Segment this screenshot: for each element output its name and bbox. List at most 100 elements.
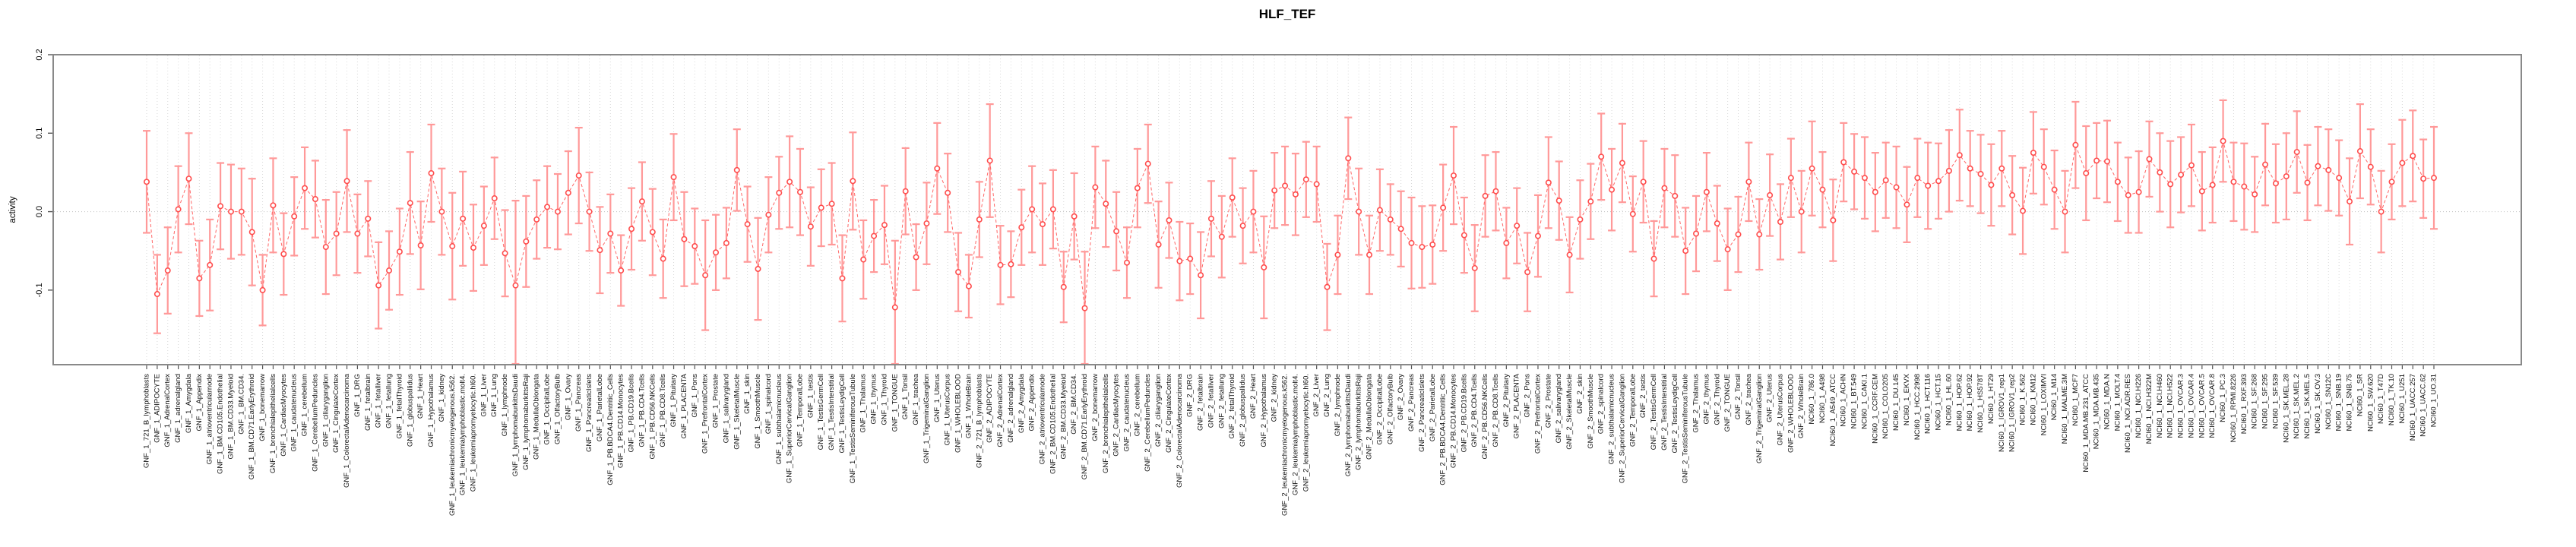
data-point bbox=[1124, 259, 1131, 266]
data-point bbox=[1239, 223, 1246, 229]
x-axis-label: GNF_1_fetalThyroid bbox=[395, 374, 403, 439]
data-point bbox=[1092, 184, 1099, 191]
data-point bbox=[2378, 208, 2385, 215]
x-axis-label: GNF_2_thymus bbox=[1702, 374, 1710, 425]
data-point bbox=[2146, 156, 2153, 163]
x-axis-label: GNF_1_Prostate bbox=[712, 374, 720, 428]
data-point bbox=[1103, 201, 1109, 207]
x-axis-label: GNF_2_CingulateCortex bbox=[1165, 374, 1173, 453]
data-point bbox=[544, 204, 551, 210]
data-point bbox=[1756, 231, 1763, 238]
x-axis-label: GNF_2_ciliaryganglion bbox=[1154, 374, 1163, 447]
data-point bbox=[175, 206, 182, 213]
x-axis-label: GNF_1_caudatenucleus bbox=[290, 374, 299, 452]
x-axis-label: GNF_2_TestisInterstitial bbox=[1660, 374, 1669, 451]
data-point bbox=[586, 208, 593, 215]
data-point bbox=[1460, 232, 1467, 239]
x-axis-label: NCI60_1_786.0 bbox=[1808, 374, 1816, 425]
x-axis-label: GNF_1_leukemialymphoblastic.molt4. bbox=[459, 374, 467, 495]
x-axis-label: GNF_2_Prostate bbox=[1544, 374, 1552, 428]
x-axis-label: NCI60_1_HCC.2998 bbox=[1913, 374, 1922, 440]
x-axis-label: GNF_2_subthalamicnucleus bbox=[1608, 374, 1616, 465]
data-point bbox=[1545, 179, 1552, 186]
x-axis-label: GNF_2_PB.CD8.Tcells bbox=[1492, 374, 1500, 447]
x-axis-label: GNF_1_ciliaryganglion bbox=[321, 374, 330, 447]
x-axis-label: NCI60_1_NCI.H226 bbox=[2135, 374, 2143, 438]
x-axis-label: GNF_1_Pancreas bbox=[574, 374, 583, 432]
data-point bbox=[1830, 217, 1837, 223]
data-point bbox=[2093, 157, 2100, 164]
x-axis-label: GNF_2_PLACENTA bbox=[1513, 373, 1521, 438]
x-axis-label: NCI60_1_HOP.92 bbox=[1966, 374, 1974, 431]
data-point bbox=[428, 169, 435, 176]
x-axis-label: NCI60_1_NCI.ADR.RES bbox=[2124, 374, 2132, 453]
data-point bbox=[1566, 251, 1573, 258]
data-point bbox=[1967, 165, 1973, 172]
data-point bbox=[460, 215, 467, 222]
data-point bbox=[417, 242, 424, 248]
data-point bbox=[365, 215, 372, 222]
x-axis-label: GNF_1_leukemiachronicmyelogenous.k562. bbox=[448, 374, 457, 516]
x-axis-label: NCI60_1_T47D bbox=[2377, 374, 2385, 424]
x-axis-label: GNF_1_Tonsil bbox=[901, 374, 910, 419]
data-point bbox=[1767, 191, 1774, 198]
x-axis-label: GNF_1_PB.BDCA4.Dentritic_Cells bbox=[606, 374, 615, 485]
data-point bbox=[1198, 272, 1204, 279]
data-points bbox=[144, 138, 2438, 311]
data-point bbox=[1798, 208, 1805, 215]
data-point bbox=[807, 223, 814, 230]
data-point bbox=[554, 208, 561, 215]
data-point bbox=[955, 269, 962, 276]
y-tick-label: 0.1 bbox=[35, 128, 44, 139]
data-point bbox=[691, 243, 698, 250]
data-point bbox=[1313, 181, 1320, 188]
x-axis-label: NCI60_1_LOXIMVI bbox=[2040, 374, 2048, 435]
x-axis-label: GNF_2_kidney bbox=[1271, 374, 1279, 422]
x-axis-label: GNF_1_skin bbox=[743, 374, 752, 414]
data-point bbox=[850, 178, 856, 185]
x-axis-label: NCI60_1_KM12 bbox=[2029, 374, 2037, 425]
data-point bbox=[828, 201, 835, 207]
x-axis-label: NCI60_1_PC.3 bbox=[2219, 374, 2227, 422]
x-axis-label: GNF_1_bronchialepithelialcells bbox=[269, 374, 277, 473]
x-axis-label: GNF_1_BM.CD105.Endothelial bbox=[217, 374, 225, 474]
data-point bbox=[2336, 175, 2343, 182]
data-point bbox=[1672, 192, 1679, 199]
x-axis-label: GNF_2_BM.CD105.Endothelial bbox=[1049, 374, 1057, 474]
x-axis-label: GNF_1_BM.CD71.EarlyErythroid bbox=[248, 374, 256, 479]
data-point bbox=[1482, 192, 1489, 199]
x-axis-label: GNF_2_bronchialepithelialcells bbox=[1102, 374, 1110, 473]
data-point bbox=[1872, 188, 1878, 195]
data-point bbox=[1282, 182, 1289, 189]
data-point bbox=[913, 254, 919, 261]
x-axis-label: GNF_1_TrigeminalGanglion bbox=[922, 374, 931, 463]
x-axis-label: GNF_2_WholeBrain bbox=[1797, 374, 1805, 438]
data-point bbox=[733, 166, 740, 173]
x-axis-label: NCI60_1_SNB.19 bbox=[2335, 374, 2343, 432]
data-point bbox=[386, 267, 393, 274]
x-axis-label: GNF_1_fetallung bbox=[385, 374, 394, 428]
x-axis-label: GNF_2_TestisSeminiferousTubule bbox=[1682, 374, 1690, 483]
x-axis-label: GNF_1_Appendix bbox=[195, 374, 204, 432]
x-axis-label: GNF_2_Ovary bbox=[1397, 374, 1405, 420]
x-axis-label: GNF_1_ColorectalAdenocarcinoma bbox=[343, 373, 351, 488]
x-axis-label: NCI60_1_U251 bbox=[2398, 374, 2407, 424]
data-point bbox=[238, 208, 245, 215]
data-point bbox=[1629, 210, 1636, 217]
x-axis-label: NCI60_1_UACC.257 bbox=[2409, 374, 2417, 441]
data-point bbox=[702, 272, 709, 279]
x-axis-label: NCI60_1_HOP.62 bbox=[1955, 374, 1964, 431]
x-axis-label: GNF_2_Appendix bbox=[1028, 374, 1036, 432]
data-point bbox=[2241, 183, 2248, 190]
x-axis-label: GNF_1_Amygdala bbox=[185, 373, 193, 433]
data-point bbox=[2083, 169, 2090, 176]
data-point bbox=[923, 220, 930, 227]
x-axis-label: NCI60_1_CCRF.CEM bbox=[1871, 374, 1879, 444]
data-point bbox=[1598, 153, 1605, 160]
x-axis-label: GNF_2_Pons bbox=[1524, 374, 1532, 418]
data-point bbox=[2347, 198, 2353, 205]
x-axis-label: GNF_1_WHOLEBLOOD bbox=[954, 374, 963, 453]
x-axis-label: NCI60_1_MOLT.4 bbox=[2113, 374, 2122, 431]
x-axis-label: NCI60_1_NCI.H522 bbox=[2166, 374, 2175, 438]
x-axis-label: GNF_1_TestisGermCell bbox=[817, 374, 825, 450]
